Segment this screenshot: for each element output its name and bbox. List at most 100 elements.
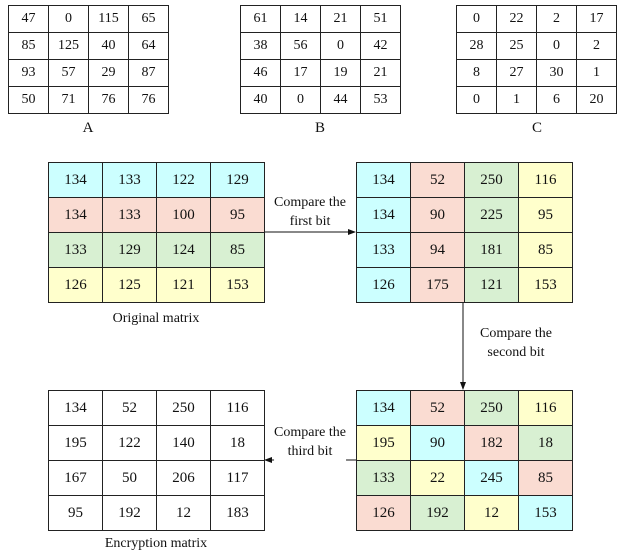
matrix-cell: 0 xyxy=(537,33,577,60)
encryption-matrix-label: Encryption matrix xyxy=(104,536,208,551)
second-bit-caption: Compare the second bit xyxy=(480,326,552,360)
matrix-cell: 225 xyxy=(465,198,519,233)
matrix-cell: 134 xyxy=(357,163,411,198)
matrix-cell: 95 xyxy=(49,496,103,531)
matrix-cell: 1 xyxy=(497,87,537,114)
matrix-cell: 126 xyxy=(49,268,103,303)
matrix-cell: 17 xyxy=(281,60,321,87)
matrix-cell: 8 xyxy=(457,60,497,87)
matrix-cell: 52 xyxy=(103,391,157,426)
matrix-cell: 51 xyxy=(361,6,401,33)
matrix-cell: 76 xyxy=(89,87,129,114)
matrix-cell: 125 xyxy=(103,268,157,303)
matrix-cell: 115 xyxy=(89,6,129,33)
matrix-cell: 28 xyxy=(457,33,497,60)
matrix-cell: 0 xyxy=(457,6,497,33)
matrix-cell: 25 xyxy=(497,33,537,60)
matrix-cell: 195 xyxy=(357,426,411,461)
original-matrix: 134 133 122 129 134 133 100 95 133 129 124 85 126 125… xyxy=(48,162,265,303)
matrix-cell: 133 xyxy=(357,461,411,496)
matrix-cell: 134 xyxy=(49,163,103,198)
matrix-cell: 116 xyxy=(519,391,573,426)
matrix-cell: 250 xyxy=(465,391,519,426)
matrix-cell: 175 xyxy=(411,268,465,303)
matrix-cell: 153 xyxy=(211,268,265,303)
matrix-cell: 116 xyxy=(519,163,573,198)
matrix-cell: 126 xyxy=(357,496,411,531)
first-bit-matrix: 134 52 250 116 134 90 225 95 133 94 181 85 126 175 121… xyxy=(356,162,573,303)
matrix-cell: 85 xyxy=(211,233,265,268)
matrix-cell: 124 xyxy=(157,233,211,268)
matrix-cell: 0 xyxy=(457,87,497,114)
matrix-cell: 195 xyxy=(49,426,103,461)
matrix-cell: 126 xyxy=(357,268,411,303)
matrix-cell: 52 xyxy=(411,391,465,426)
matrix-cell: 53 xyxy=(361,87,401,114)
matrix-cell: 121 xyxy=(465,268,519,303)
matrix-cell: 87 xyxy=(129,60,169,87)
matrix-cell: 44 xyxy=(321,87,361,114)
matrix-cell: 38 xyxy=(241,33,281,60)
matrix-c-label: C xyxy=(531,120,543,136)
matrix-cell: 90 xyxy=(411,198,465,233)
matrix-cell: 17 xyxy=(577,6,617,33)
matrix-cell: 122 xyxy=(103,426,157,461)
matrix-cell: 50 xyxy=(103,461,157,496)
matrix-cell: 116 xyxy=(211,391,265,426)
matrix-cell: 133 xyxy=(357,233,411,268)
matrix-cell: 64 xyxy=(129,33,169,60)
matrix-cell: 100 xyxy=(157,198,211,233)
matrix-cell: 192 xyxy=(411,496,465,531)
matrix-cell: 134 xyxy=(49,198,103,233)
matrix-a-label: A xyxy=(82,120,94,136)
matrix-c: 0 22 2 17 28 25 0 2 8 27 30 1 0 1 6 20 xyxy=(456,5,617,114)
matrix-cell: 153 xyxy=(519,268,573,303)
matrix-cell: 14 xyxy=(281,6,321,33)
matrix-cell: 40 xyxy=(89,33,129,60)
matrix-cell: 181 xyxy=(465,233,519,268)
matrix-cell: 29 xyxy=(89,60,129,87)
matrix-cell: 22 xyxy=(497,6,537,33)
matrix-cell: 42 xyxy=(361,33,401,60)
matrix-cell: 117 xyxy=(211,461,265,496)
matrix-cell: 129 xyxy=(211,163,265,198)
matrix-cell: 65 xyxy=(129,6,169,33)
matrix-cell: 52 xyxy=(411,163,465,198)
matrix-cell: 250 xyxy=(465,163,519,198)
matrix-cell: 125 xyxy=(49,33,89,60)
matrix-cell: 47 xyxy=(9,6,49,33)
matrix-cell: 192 xyxy=(103,496,157,531)
matrix-cell: 12 xyxy=(465,496,519,531)
matrix-cell: 46 xyxy=(241,60,281,87)
matrix-cell: 153 xyxy=(519,496,573,531)
matrix-a: 47 0 115 65 85 125 40 64 93 57 29 87 50 71 76 76 xyxy=(8,5,169,114)
matrix-cell: 0 xyxy=(281,87,321,114)
matrix-cell: 90 xyxy=(411,426,465,461)
matrix-cell: 121 xyxy=(157,268,211,303)
matrix-cell: 182 xyxy=(465,426,519,461)
matrix-cell: 22 xyxy=(411,461,465,496)
original-matrix-label: Original matrix xyxy=(112,311,200,326)
matrix-cell: 122 xyxy=(157,163,211,198)
matrix-cell: 20 xyxy=(577,87,617,114)
matrix-cell: 250 xyxy=(157,391,211,426)
matrix-cell: 133 xyxy=(49,233,103,268)
matrix-cell: 50 xyxy=(9,87,49,114)
matrix-cell: 0 xyxy=(49,6,89,33)
matrix-cell: 2 xyxy=(537,6,577,33)
matrix-cell: 133 xyxy=(103,198,157,233)
matrix-cell: 71 xyxy=(49,87,89,114)
matrix-cell: 0 xyxy=(321,33,361,60)
matrix-cell: 85 xyxy=(9,33,49,60)
matrix-cell: 245 xyxy=(465,461,519,496)
matrix-cell: 12 xyxy=(157,496,211,531)
second-bit-matrix: 134 52 250 116 195 90 182 18 133 22 245 85 126 192 12 1… xyxy=(356,390,573,531)
matrix-cell: 140 xyxy=(157,426,211,461)
matrix-cell: 76 xyxy=(129,87,169,114)
matrix-b: 61 14 21 51 38 56 0 42 46 17 19 21 40 0 44 53 xyxy=(240,5,401,114)
matrix-cell: 134 xyxy=(49,391,103,426)
matrix-cell: 134 xyxy=(357,391,411,426)
matrix-cell: 19 xyxy=(321,60,361,87)
matrix-cell: 134 xyxy=(357,198,411,233)
